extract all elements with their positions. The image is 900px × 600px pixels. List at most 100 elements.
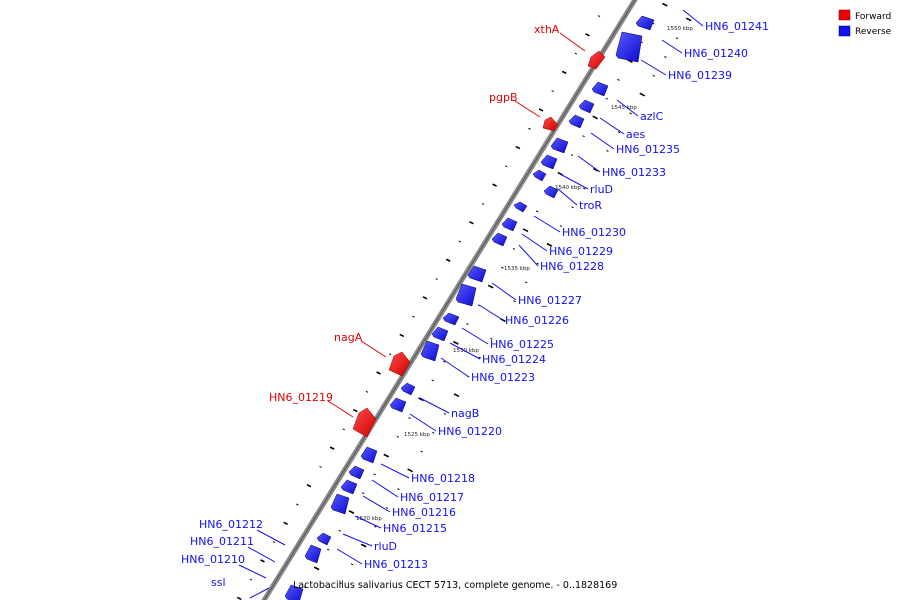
skew-dash: [652, 74, 656, 77]
gene-label: HN6_01230: [562, 226, 626, 239]
skew-dash: [431, 379, 434, 382]
gene-HN6_01239[interactable]: HN6_01239: [591, 59, 732, 97]
skew-dash: [492, 183, 497, 187]
gene-label: pgpB: [489, 91, 518, 104]
legend-item-reverse: Reverse: [838, 25, 892, 37]
gene-xthA[interactable]: xthA: [534, 23, 606, 70]
skew-dash: [385, 506, 389, 509]
skew-dash: [350, 563, 354, 566]
skew-dash: [617, 131, 621, 134]
gene-HN6_01228[interactable]: HN6_01228: [491, 232, 604, 273]
skew-dash: [313, 566, 320, 571]
gene-HN6_01225[interactable]: HN6_01225: [442, 312, 554, 351]
gene-label: HN6_01241: [705, 20, 769, 33]
gene-HN6_01223[interactable]: HN6_01223: [420, 340, 535, 384]
gene-label: nagA: [334, 331, 363, 344]
gene-leader-line: [478, 304, 504, 321]
skew-dash: [418, 397, 424, 402]
skew-dash: [348, 510, 355, 514]
gene-leader-line: [577, 155, 601, 173]
gene-HN6_01241[interactable]: HN6_01241: [635, 9, 769, 33]
gene-HN6_01217[interactable]: HN6_01217: [348, 465, 464, 504]
gene-ssl[interactable]: ssl: [211, 576, 304, 600]
gene-label: HN6_01215: [383, 522, 447, 535]
gene-label: aes: [626, 128, 646, 141]
skew-dash: [582, 187, 586, 190]
gene-label: HN6_01216: [392, 506, 456, 519]
skew-dash: [365, 390, 369, 393]
skew-dash: [592, 115, 599, 120]
skew-dash: [528, 127, 531, 130]
skew-dash: [478, 356, 481, 359]
gene-label: HN6_01235: [616, 143, 680, 156]
gene-leader-line: [371, 479, 399, 498]
skew-dash: [605, 97, 609, 100]
gene-HN6_01218[interactable]: HN6_01218: [360, 446, 475, 485]
gene-glyph: [389, 397, 407, 413]
gene-HN6_01226[interactable]: HN6_01226: [455, 283, 569, 327]
skew-dash: [481, 202, 485, 205]
gene-HN6_01235[interactable]: HN6_01235: [550, 132, 680, 156]
skew-dash: [443, 413, 447, 415]
gene-HN6_01219[interactable]: HN6_01219: [269, 391, 377, 438]
gene-label: HN6_01220: [438, 425, 502, 438]
skew-dash: [559, 225, 563, 228]
legend-item-forward: Forward: [838, 9, 891, 22]
gene-HN6_01213[interactable]: HN6_01213: [304, 544, 428, 571]
gene-HN6_01215[interactable]: HN6_01215: [330, 493, 447, 535]
gene-leader-line: [247, 546, 276, 563]
gene-HN6_01227[interactable]: HN6_01227: [467, 265, 582, 307]
gene-HN6_01240[interactable]: HN6_01240: [615, 31, 748, 63]
gene-aes[interactable]: aes: [568, 114, 646, 141]
skew-dash: [360, 543, 367, 548]
gene-HN6_01210[interactable]: HN6_01210: [181, 553, 267, 579]
gene-glyph: [543, 185, 559, 199]
skew-dash: [685, 17, 692, 22]
legend: Forward Reverse: [838, 9, 892, 37]
tick-label-1535: 1535 kbp: [504, 266, 530, 272]
skew-dash: [361, 492, 365, 495]
gene-leader-line: [238, 564, 267, 579]
gene-azlC[interactable]: azlC: [578, 99, 664, 123]
gene-rluD[interactable]: rluD: [532, 169, 613, 196]
position-ticks: 1550 kbp 1545 kbp 1540 kbp 1535 kbp 1530…: [356, 26, 693, 522]
gene-leader-line: [590, 132, 615, 150]
gene-label: HN6_01227: [518, 294, 582, 307]
skew-dash: [338, 529, 342, 532]
gene-glyph: [532, 169, 547, 182]
gene-rluD[interactable]: rluD: [316, 532, 397, 553]
skew-dash: [453, 393, 460, 398]
gene-HN6_01229[interactable]: HN6_01229: [501, 217, 613, 258]
skew-dash: [445, 258, 451, 262]
gene-HN6_01220[interactable]: HN6_01220: [389, 397, 502, 438]
gene-leader-line: [440, 357, 470, 378]
gene-label: HN6_01226: [505, 314, 569, 327]
gene-glyph: [540, 154, 558, 170]
gene-HN6_01230[interactable]: HN6_01230: [513, 201, 626, 239]
skew-dash: [675, 37, 679, 40]
gene-HN6_01211[interactable]: HN6_01211: [190, 535, 276, 563]
gene-nagB[interactable]: nagB: [400, 382, 479, 420]
skew-dash: [606, 149, 609, 152]
gene-glyph: [501, 217, 518, 232]
skew-dash: [388, 353, 392, 356]
gene-HN6_01233[interactable]: HN6_01233: [540, 154, 666, 179]
skew-dash: [283, 521, 289, 526]
gene-pgpB[interactable]: pgpB: [489, 91, 559, 132]
gene-HN6_01216[interactable]: HN6_01216: [340, 479, 456, 519]
skew-dash: [249, 578, 253, 581]
skew-dash: [501, 266, 504, 269]
gene-HN6_01224[interactable]: HN6_01224: [431, 326, 546, 366]
gene-troR[interactable]: troR: [543, 185, 602, 212]
gene-label: troR: [579, 199, 602, 212]
skew-dash: [383, 453, 390, 458]
gene-nagA[interactable]: nagA: [334, 331, 411, 377]
gene-HN6_01212[interactable]: HN6_01212: [199, 518, 286, 546]
forward-swatch: [838, 9, 851, 21]
gene-label: HN6_01217: [400, 491, 464, 504]
skew-dash: [407, 468, 413, 473]
gene-glyph: [431, 326, 449, 342]
gene-leader-line: [533, 215, 561, 233]
